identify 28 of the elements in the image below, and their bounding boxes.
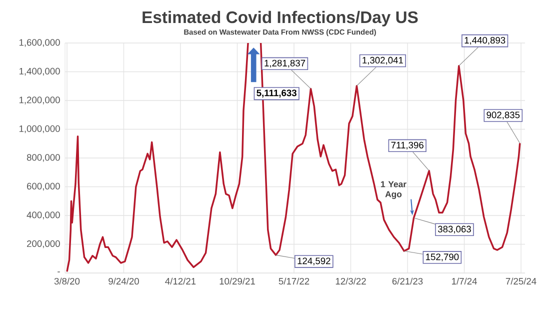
- x-tick-label: 3/8/20: [54, 278, 80, 285]
- x-tick-label: 4/12/21: [165, 278, 196, 285]
- data-label: 1,440,893: [464, 36, 506, 45]
- y-tick-label: 1,600,000: [19, 39, 60, 47]
- y-tick-label: 600,000: [27, 182, 60, 191]
- data-label: 383,063: [438, 226, 471, 234]
- x-tick-label: 6/21/23: [392, 278, 423, 285]
- chart-title: Estimated Covid Infections/Day US: [142, 10, 418, 26]
- data-label: 152,790: [426, 254, 459, 262]
- annotation: 5,111,633: [256, 90, 297, 98]
- data-label: 1,302,041: [362, 56, 403, 65]
- y-tick-label: 800,000: [26, 154, 60, 162]
- y-tick-label: 1,000,000: [19, 125, 60, 134]
- x-tick-label: 9/24/20: [108, 278, 139, 285]
- data-label: 902,835: [486, 112, 520, 120]
- y-tick-label: 200,000: [27, 240, 60, 248]
- x-tick-label: 1/7/24: [452, 278, 477, 285]
- x-tick-label: 10/29/21: [220, 278, 255, 285]
- data-label: 1,281,837: [264, 60, 306, 68]
- y-tick-label: 400,000: [26, 212, 60, 220]
- annotation: 1 Year Ago: [381, 181, 406, 199]
- x-tick-label: 12/3/22: [336, 278, 366, 285]
- x-tick-label: 5/17/22: [278, 278, 310, 285]
- y-tick-label: 1,200,000: [19, 96, 60, 104]
- y-tick-label: 1,400,000: [19, 68, 60, 76]
- x-tick-label: 7/25/24: [506, 278, 536, 285]
- data-label: 124,592: [298, 258, 330, 266]
- data-label: 711,396: [391, 142, 424, 150]
